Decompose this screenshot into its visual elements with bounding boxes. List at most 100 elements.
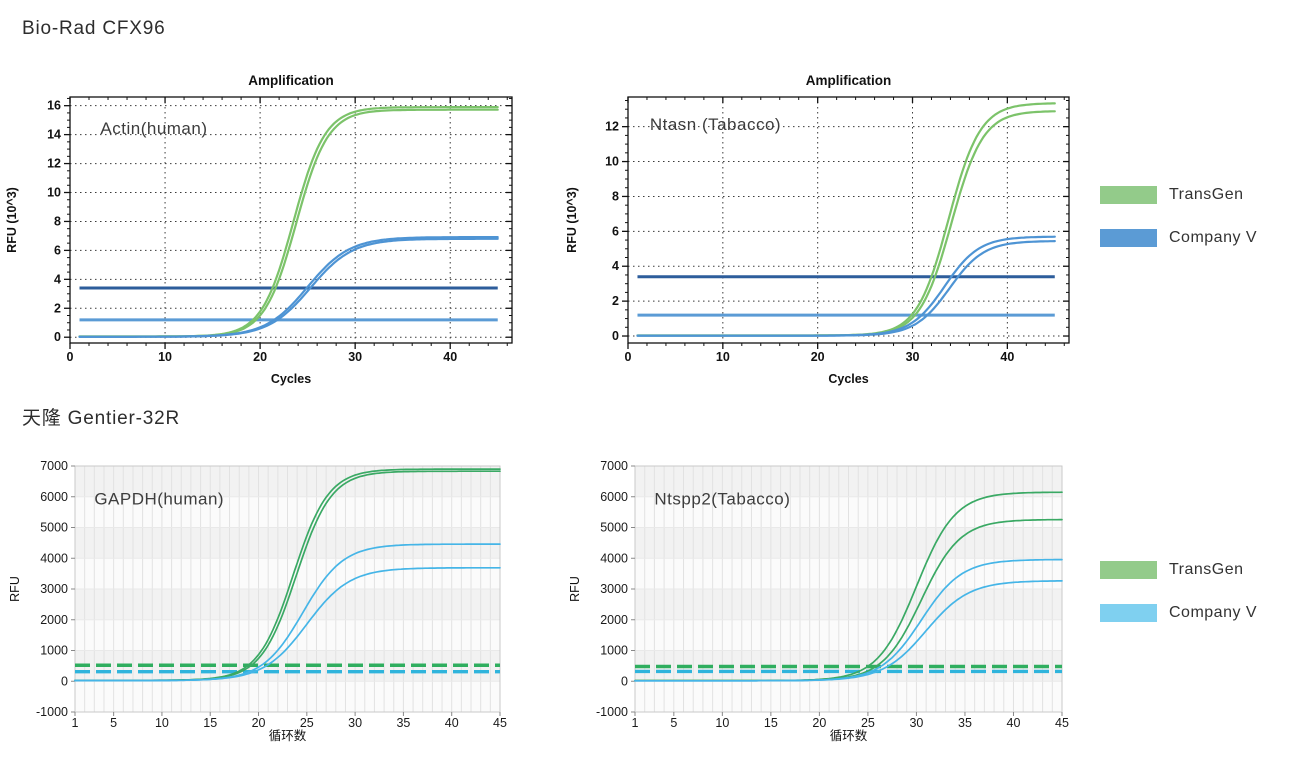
chart-svg-gentier-gapdh: 1 5 10 15 20 25 30 35 40 45-100001000200030004000… (8, 459, 507, 743)
x-tick-label: 1 (632, 716, 639, 730)
x-tick-label: 25 (861, 716, 875, 730)
company-v-color-swatch (1100, 229, 1157, 247)
x-axis-label: Cycles (828, 372, 868, 386)
x-tick-label: 45 (1055, 716, 1069, 730)
chart-svg-biorad-ntasn: 0 10 20 30 40 0 2 4 6 8 10 12 Amplification Cycles RFU… (565, 73, 1070, 386)
y-tick-label: 10 (605, 155, 619, 169)
y-tick-label: 0 (621, 674, 628, 688)
x-tick-label: 40 (1000, 350, 1014, 364)
x-tick-label: 5 (110, 716, 117, 730)
x-tick-label: 10 (716, 350, 730, 364)
x-tick-label: 40 (445, 716, 459, 730)
company-v-color-swatch (1100, 604, 1157, 622)
x-tick-label: 0 (625, 350, 632, 364)
chart-annotation: Actin(human) (100, 119, 207, 138)
curve-transgen-rep2 (78, 108, 499, 338)
y-tick-label: 5000 (40, 521, 68, 535)
y-tick-label: 8 (612, 189, 619, 203)
x-tick-label: 10 (715, 716, 729, 730)
y-tick-label: 12 (47, 157, 61, 171)
y-tick-label: -1000 (36, 705, 68, 719)
x-tick-label: 30 (348, 716, 362, 730)
chart-svg-biorad-actin: 0 10 20 30 40 0 2 4 6 8 10 12 14 16 Amplification Cycle… (5, 73, 513, 386)
legend-item-company-v: Company V (1100, 604, 1257, 622)
chart-annotation: Ntspp2(Tabacco) (654, 489, 790, 508)
y-tick-label: 1000 (600, 644, 628, 658)
y-axis-label: RFU (10^3) (565, 187, 579, 253)
curve-company-v-rep2 (74, 566, 501, 682)
y-tick-label: 12 (605, 120, 619, 134)
legend-biorad: TransGen Company V (1100, 186, 1257, 272)
y-tick-label: 0 (54, 330, 61, 344)
x-tick-label: 30 (909, 716, 923, 730)
x-tick-label: 20 (253, 350, 267, 364)
chart-biorad-ntasn: 0 10 20 30 40 0 2 4 6 8 10 12 Amplification Cycles RFU… (560, 60, 1120, 405)
chart-annotation: GAPDH(human) (94, 489, 224, 508)
x-axis-label: 循环数 (830, 728, 868, 743)
y-axis-label: RFU (10^3) (5, 187, 19, 253)
chart-svg-gentier-ntspp2: 1 5 10 15 20 25 30 35 40 45-100001000200030004000… (568, 459, 1069, 743)
y-tick-label: 2 (54, 301, 61, 315)
y-tick-label: 4000 (40, 551, 68, 565)
y-tick-label: 3000 (40, 582, 68, 596)
y-tick-label: 6 (54, 243, 61, 257)
x-tick-label: 25 (300, 716, 314, 730)
y-tick-label: 4000 (600, 551, 628, 565)
y-axis-label: RFU (8, 576, 22, 602)
chart-title: Amplification (248, 73, 334, 88)
y-tick-label: 10 (47, 186, 61, 200)
transgen-color-swatch (1100, 561, 1157, 579)
x-tick-label: 10 (155, 716, 169, 730)
legend-label-transgen: TransGen (1169, 561, 1244, 578)
y-tick-label: 4 (54, 272, 61, 286)
curve-company-v-rep1 (636, 235, 1056, 337)
y-tick-label: 2000 (40, 613, 68, 627)
curve-transgen-rep2 (636, 110, 1056, 337)
y-tick-label: 16 (47, 99, 61, 113)
chart-biorad-actin: 0 10 20 30 40 0 2 4 6 8 10 12 14 16 Amplification Cycle… (0, 60, 560, 405)
curve-transgen-rep1 (636, 102, 1056, 337)
y-tick-label: 1000 (40, 644, 68, 658)
curve-company-v-rep2 (636, 240, 1056, 337)
y-tick-label: 6000 (600, 490, 628, 504)
legend-gentier: TransGen Company V (1100, 561, 1257, 647)
chart-gentier-gapdh: 1 5 10 15 20 25 30 35 40 45 -1000 0 1000 2000 3000 4000… (0, 440, 560, 771)
section-title-gentier: 天隆 Gentier-32R (22, 408, 180, 429)
x-tick-label: 45 (493, 716, 507, 730)
x-tick-label: 20 (812, 716, 826, 730)
curve-company-v-rep2 (634, 580, 1063, 682)
x-tick-label: 30 (348, 350, 362, 364)
x-tick-label: 20 (811, 350, 825, 364)
transgen-color-swatch (1100, 186, 1157, 204)
chart-annotation: Ntasn (Tabacco) (650, 115, 781, 134)
x-tick-label: 15 (203, 716, 217, 730)
curve-transgen-rep1 (78, 105, 499, 338)
x-tick-label: 20 (252, 716, 266, 730)
x-tick-label: 30 (906, 350, 920, 364)
x-tick-label: 35 (396, 716, 410, 730)
y-tick-label: 7000 (40, 459, 68, 473)
y-tick-label: 6000 (40, 490, 68, 504)
y-tick-label: -1000 (596, 705, 628, 719)
x-tick-label: 10 (158, 350, 172, 364)
x-axis-label: 循环数 (269, 728, 307, 743)
legend-label-transgen: TransGen (1169, 186, 1244, 203)
y-tick-label: 5000 (600, 521, 628, 535)
x-tick-label: 40 (1007, 716, 1021, 730)
x-tick-label: 40 (443, 350, 457, 364)
legend-item-transgen: TransGen (1100, 561, 1257, 579)
x-tick-label: 1 (72, 716, 79, 730)
y-tick-label: 6 (612, 224, 619, 238)
legend-item-transgen: TransGen (1100, 186, 1257, 204)
y-tick-label: 4 (612, 259, 619, 273)
y-tick-label: 2 (612, 294, 619, 308)
x-axis-label: Cycles (271, 372, 311, 386)
y-tick-label: 0 (612, 329, 619, 343)
y-tick-label: 0 (61, 674, 68, 688)
plot-frame (627, 96, 1070, 344)
y-tick-label: 14 (47, 128, 61, 142)
legend-label-company-v: Company V (1169, 229, 1258, 246)
y-tick-label: 7000 (600, 459, 628, 473)
section-title-biorad: Bio-Rad CFX96 (22, 18, 166, 39)
x-tick-label: 0 (67, 350, 74, 364)
